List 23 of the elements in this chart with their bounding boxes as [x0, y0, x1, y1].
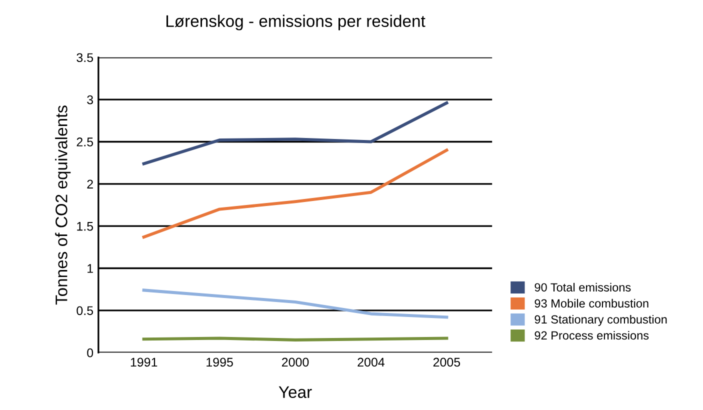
y-tick-label: 2: [87, 180, 93, 188]
x-tick-label: 2004: [358, 358, 385, 367]
line-series: [142, 288, 448, 319]
y-tick-label: 3: [87, 95, 94, 104]
legend-label: 90 Total emissions: [534, 282, 631, 292]
x-tick-label: 1991: [130, 358, 158, 367]
y-tick-label: 0: [87, 348, 94, 358]
y-tick-label: 1: [88, 264, 93, 273]
line-series: [142, 101, 448, 166]
legend-label: 93 Mobile combustion: [534, 298, 648, 308]
x-tick-label: 1995: [206, 358, 233, 367]
y-tick-label: 2.5: [76, 138, 94, 146]
legend-label: 91 Stationary combustion: [534, 314, 667, 326]
y-tick-label: 1.5: [77, 222, 94, 231]
x-tick-label: 2005: [433, 358, 460, 367]
x-tick-label: 2000: [282, 358, 309, 367]
y-axis-title: Tonnes of CO2 equivalents: [55, 106, 71, 305]
legend-label: 92 Process emissions: [534, 330, 649, 340]
y-tick-label: 3.5: [76, 53, 94, 62]
line-series: [142, 148, 448, 239]
chart-title: Lørenskog - emissions per resident: [166, 14, 426, 30]
x-axis-title: Year: [278, 386, 312, 398]
y-tick-label: 0.5: [76, 306, 94, 316]
